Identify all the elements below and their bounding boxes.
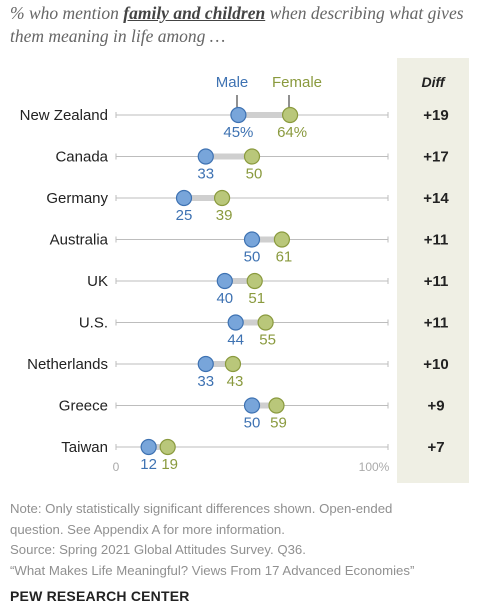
subtitle-suffix: when describing what gives them meaning … [10, 3, 464, 46]
axis-max-label: 100% [359, 460, 390, 474]
category-label: Greece [59, 398, 108, 415]
category-label: Taiwan [61, 439, 108, 456]
subtitle-emphasis: family and children [123, 3, 266, 23]
male-dot [216, 272, 233, 290]
male-value-label: 33 [197, 373, 214, 390]
male-dot [140, 438, 157, 456]
chart-rows: New Zealand 45% 64% +19 Canada 33 50 +17 Germany… [20, 106, 449, 473]
male-value-label: 25 [176, 207, 193, 224]
note-line-1: Note: Only statistically significant dif… [10, 501, 393, 516]
category-label: Canada [55, 149, 108, 166]
female-dot [243, 148, 261, 165]
male-value-label: 50 [244, 415, 261, 432]
axis-min-label: 0 [113, 460, 120, 474]
source-line: Source: Spring 2021 Global Attitudes Sur… [10, 542, 306, 557]
category-label: UK [87, 273, 108, 290]
category-label: Germany [46, 190, 108, 207]
male-dot [197, 148, 214, 165]
male-value-label: 44 [227, 332, 244, 349]
male-dot [243, 397, 261, 414]
female-dot [281, 106, 299, 124]
diff-header: Diff [421, 74, 445, 90]
male-value-label: 50 [244, 249, 261, 266]
female-value-label: 64% [277, 124, 307, 141]
diff-column-background [397, 58, 469, 483]
female-value-label: 39 [216, 207, 233, 224]
subtitle-prefix: % who mention [10, 3, 124, 23]
female-dot [159, 438, 176, 456]
category-label: Australia [50, 232, 109, 249]
male-value-label: 45% [223, 124, 253, 141]
diff-value: +11 [424, 273, 449, 290]
male-value-label: 40 [216, 290, 233, 307]
male-dot [227, 314, 244, 331]
female-dot [224, 355, 242, 373]
male-dot [230, 106, 247, 124]
diff-value: +19 [423, 107, 448, 124]
diff-value: +7 [427, 439, 444, 456]
female-dot [273, 231, 291, 248]
female-dot [257, 314, 274, 331]
female-value-label: 43 [227, 373, 244, 390]
diff-value: +11 [424, 315, 449, 332]
diff-value: +10 [423, 356, 448, 373]
chart-subtitle: % who mention family and children when d… [10, 2, 475, 48]
male-value-label: 12 [140, 456, 157, 473]
female-dot [268, 397, 285, 414]
male-dot [175, 189, 193, 207]
female-value-label: 61 [276, 249, 293, 266]
chart-notes: Note: Only statistically significant dif… [10, 499, 475, 581]
male-dot [243, 231, 261, 248]
report-title-line: “What Makes Life Meaningful? Views From … [10, 562, 415, 578]
category-label: Netherlands [27, 356, 108, 373]
male-dot [197, 355, 214, 373]
female-value-label: 55 [259, 332, 276, 349]
female-value-label: 50 [246, 166, 263, 183]
diff-value: +9 [427, 398, 444, 415]
category-label: New Zealand [20, 107, 108, 124]
legend-male: Male [216, 74, 249, 91]
diff-value: +11 [424, 232, 449, 249]
note-line-2: question. See Appendix A for more inform… [10, 521, 285, 537]
female-value-label: 59 [270, 415, 287, 432]
legend-female: Female [272, 74, 322, 91]
category-label: U.S. [79, 315, 108, 332]
dot-plot-chart: Diff Male Female New Zealand 45% 64% +19 Can… [20, 58, 469, 483]
female-value-label: 51 [248, 290, 265, 307]
female-dot [246, 272, 263, 290]
diff-value: +17 [423, 149, 448, 166]
brand-logo-text: PEW RESEARCH CENTER [10, 588, 190, 604]
male-value-label: 33 [197, 166, 214, 183]
diff-value: +14 [423, 190, 449, 207]
female-value-label: 19 [161, 456, 178, 473]
female-dot [213, 189, 231, 207]
